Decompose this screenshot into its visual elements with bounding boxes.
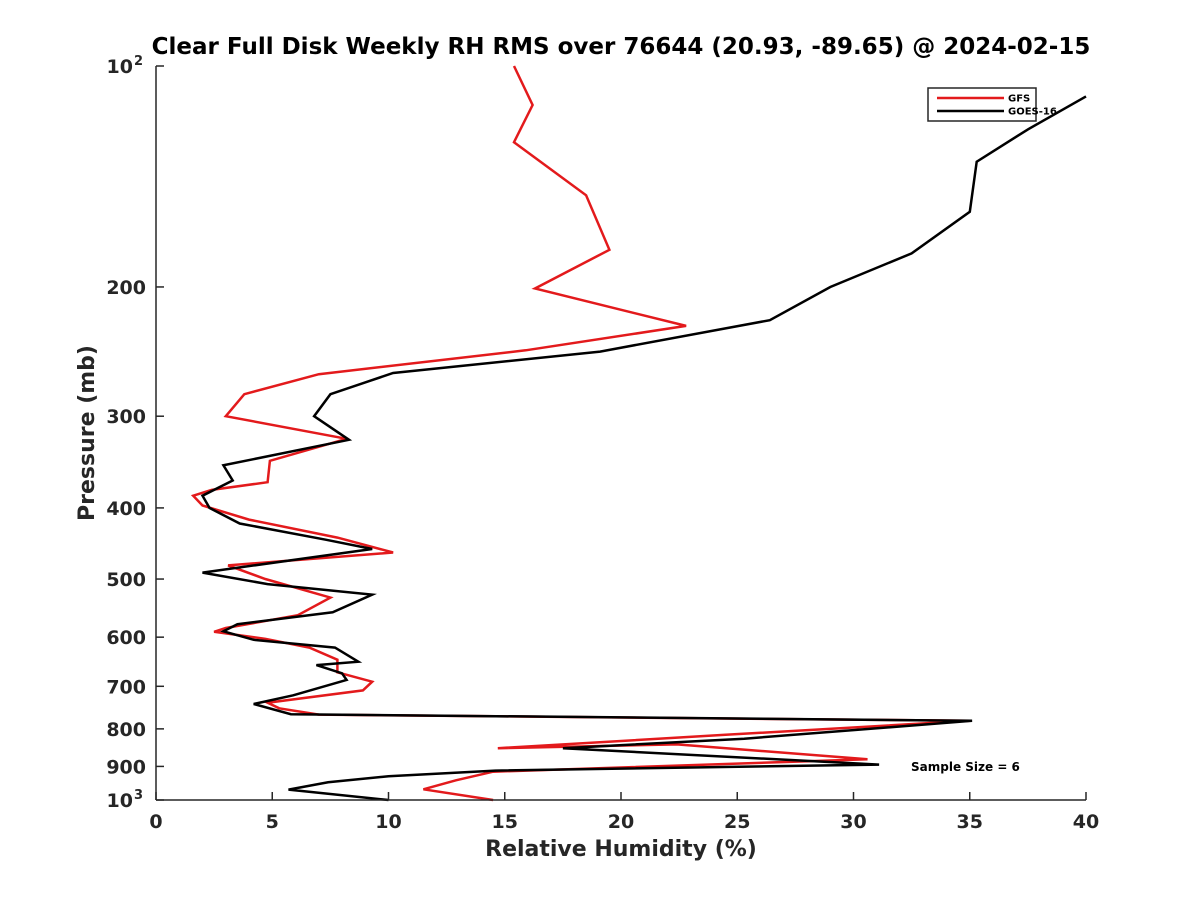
x-tick-label-0: 0 bbox=[149, 811, 162, 833]
x-tick-label-15: 15 bbox=[492, 811, 518, 833]
tick-layer: 0 5 10 15 20 25 30 35 40 200 300 400 500 600 700 800 900… bbox=[106, 54, 1099, 833]
x-axis-label: Relative Humidity (%) bbox=[485, 837, 757, 862]
chart-title: Clear Full Disk Weekly RH RMS over 76644… bbox=[152, 34, 1091, 60]
y-tick-exponent-1e3: 3 bbox=[134, 788, 143, 803]
x-tick-label-35: 35 bbox=[957, 811, 983, 833]
y-tick-exponent-1e2: 2 bbox=[134, 54, 143, 69]
x-tick-label-40: 40 bbox=[1073, 811, 1099, 833]
sample-size-annotation: Sample Size = 6 bbox=[911, 760, 1020, 774]
series-line-goes16 bbox=[200, 95, 1087, 802]
legend-label-gfs: GFS bbox=[1008, 94, 1030, 105]
y-tick-label-200: 200 bbox=[106, 277, 146, 299]
x-tick-label-20: 20 bbox=[608, 811, 634, 833]
x-tick-label-5: 5 bbox=[266, 811, 279, 833]
y-axis-label: Pressure (mb) bbox=[75, 345, 100, 521]
y-tick-label-800: 800 bbox=[106, 719, 146, 741]
y-tick-label-600: 600 bbox=[106, 627, 146, 649]
y-tick-label-700: 700 bbox=[106, 676, 146, 698]
legend: GFS GOES-16 bbox=[927, 87, 1057, 122]
axes-layer bbox=[155, 66, 1086, 801]
x-tick-label-10: 10 bbox=[375, 811, 401, 833]
legend-box bbox=[927, 87, 1037, 122]
y-tick-label-400: 400 bbox=[106, 498, 146, 520]
legend-label-goes16: GOES-16 bbox=[1008, 107, 1057, 118]
x-tick-label-25: 25 bbox=[724, 811, 750, 833]
y-tick-label-1e3: 10 bbox=[107, 790, 133, 812]
y-tick-label-300: 300 bbox=[106, 406, 146, 428]
x-tick-label-30: 30 bbox=[840, 811, 866, 833]
series-layer bbox=[190, 65, 1087, 802]
y-tick-label-500: 500 bbox=[106, 569, 146, 591]
y-tick-label-1e2: 10 bbox=[107, 56, 133, 78]
y-tick-label-900: 900 bbox=[106, 756, 146, 778]
